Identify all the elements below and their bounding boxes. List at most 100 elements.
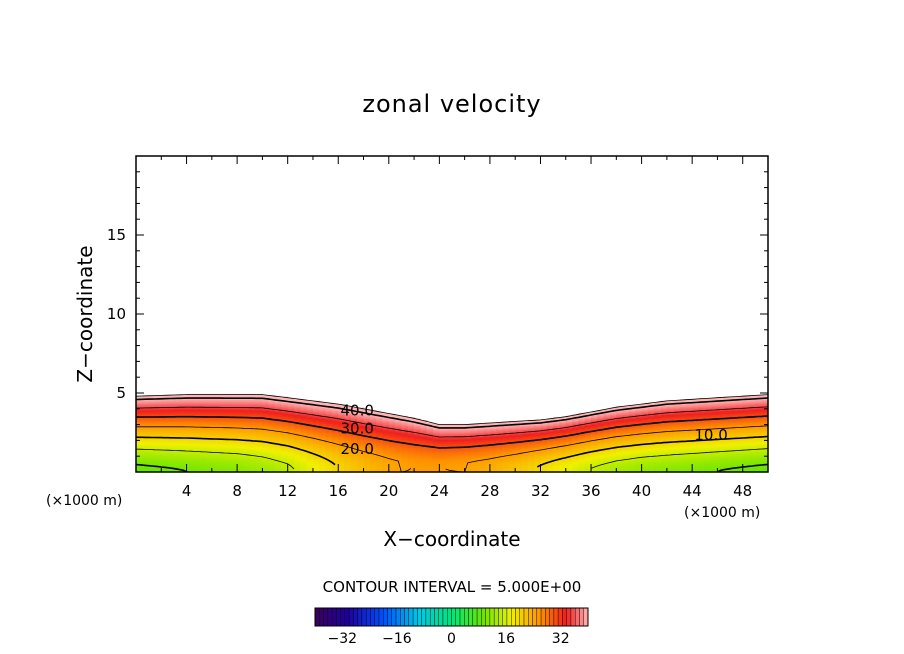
contour-cell	[395, 445, 403, 448]
contour-cell	[173, 432, 181, 435]
contour-cell	[692, 413, 700, 416]
contour-cell	[736, 410, 744, 413]
contour-cell	[584, 435, 592, 437]
contour-cell	[433, 436, 440, 439]
contour-cell	[287, 454, 295, 457]
contour-cell	[508, 433, 516, 436]
contour-cell	[635, 411, 643, 414]
contour-cell	[723, 398, 731, 401]
contour-cell	[698, 433, 706, 436]
contour-cell	[717, 421, 725, 424]
colorbar-swatch	[400, 607, 405, 627]
contour-cell	[325, 440, 333, 443]
contour-cell	[540, 440, 548, 443]
contour-cell	[388, 428, 396, 431]
contour-cell	[717, 440, 725, 443]
contour-cell	[237, 459, 245, 462]
contour-cell	[666, 437, 674, 440]
contour-cell	[306, 450, 314, 453]
contour-cell	[294, 400, 301, 403]
contour-cell	[275, 458, 282, 461]
contour-cell	[660, 456, 668, 459]
contour-cell	[610, 465, 617, 468]
contour-cell	[730, 433, 737, 436]
contour-cell	[268, 413, 276, 416]
contour-cell	[426, 422, 434, 425]
contour-cell	[154, 444, 162, 447]
contour-cell	[654, 407, 662, 410]
contour-cell	[635, 465, 643, 468]
contour-cell	[211, 403, 219, 406]
contour-cell	[698, 407, 706, 410]
contour-cell	[584, 445, 592, 448]
contour-cell	[262, 459, 270, 462]
contour-cell	[698, 414, 706, 417]
contour-cell	[452, 462, 459, 465]
contour-cell	[628, 466, 636, 469]
contour-cell	[224, 424, 232, 427]
contour-cell	[553, 456, 561, 459]
contour-cell	[452, 463, 459, 466]
contour-cell	[249, 456, 257, 459]
contour-cell	[723, 410, 731, 413]
contour-cell	[420, 443, 428, 446]
contour-cell	[414, 466, 421, 469]
contour-cell	[553, 439, 561, 442]
contour-cell	[420, 448, 428, 451]
contour-cell	[597, 447, 605, 450]
contour-cell	[376, 462, 384, 465]
contour-cell	[433, 443, 440, 446]
contour-cell	[546, 422, 554, 425]
contour-cell	[186, 433, 194, 436]
contour-cell	[312, 435, 320, 437]
contour-cell	[692, 436, 700, 439]
contour-cell	[628, 441, 636, 444]
contour-cell	[414, 428, 421, 431]
contour-cell	[262, 404, 270, 407]
contour-cell	[692, 444, 700, 447]
contour-cell	[616, 413, 624, 416]
contour-cell	[395, 452, 403, 455]
contour-cell	[603, 441, 611, 444]
contour-cell	[489, 455, 497, 458]
contour-cell	[628, 428, 636, 431]
contour-cell	[154, 458, 162, 461]
contour-cell	[325, 447, 333, 450]
contour-cell	[363, 459, 371, 462]
contour-cell	[407, 441, 415, 444]
contour-cell	[186, 448, 194, 451]
contour-cell	[603, 467, 611, 470]
contour-cell	[433, 435, 440, 437]
contour-cell	[180, 430, 188, 433]
contour-cell	[660, 445, 668, 448]
contour-cell	[414, 459, 421, 462]
contour-cell	[685, 445, 693, 448]
contour-cell	[692, 465, 700, 468]
contour-cell	[584, 426, 592, 429]
colorbar-swatch	[481, 607, 486, 627]
contour-cell	[205, 440, 213, 443]
contour-cell	[445, 452, 453, 455]
contour-cell	[673, 441, 681, 444]
contour-cell	[610, 418, 617, 421]
contour-cell	[666, 430, 674, 433]
contour-cell	[388, 463, 396, 466]
contour-cell	[350, 421, 358, 424]
contour-cell	[136, 422, 143, 425]
contour-cell	[142, 428, 150, 431]
contour-cell	[173, 463, 181, 466]
contour-cell	[470, 447, 478, 450]
contour-cell	[344, 437, 352, 440]
contour-cell	[489, 447, 497, 450]
contour-cell	[161, 441, 169, 444]
colorbar-swatch	[370, 607, 375, 627]
contour-cell	[407, 418, 415, 421]
contour-cell	[692, 450, 700, 453]
contour-cell	[553, 432, 561, 435]
contour-cell	[268, 456, 276, 459]
contour-cell	[192, 432, 200, 435]
contour-cell	[369, 439, 377, 442]
contour-cell	[407, 462, 415, 465]
contour-cell	[527, 433, 535, 436]
